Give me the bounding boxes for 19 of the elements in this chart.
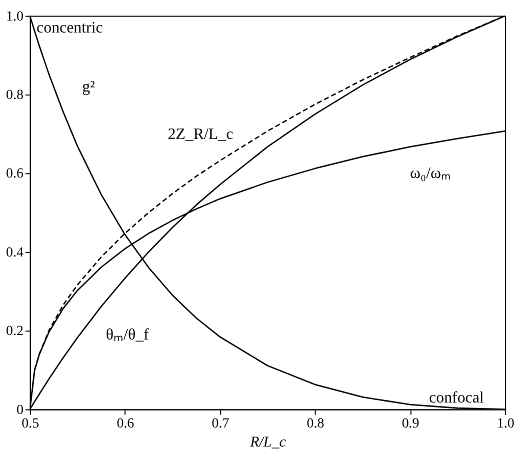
y-tick-label: 0.8 [6, 88, 24, 103]
annotation: g² [82, 78, 96, 96]
y-tick-label: 1.0 [6, 9, 24, 24]
x-tick-label: 0.9 [402, 416, 420, 432]
x-tick-label: 1.0 [496, 416, 514, 432]
x-tick-label: 0.6 [116, 416, 134, 432]
x-tick-label: 0.5 [22, 416, 40, 432]
annotation: 2Z_R/L_c [168, 126, 234, 143]
y-tick-label: 0 [16, 402, 24, 418]
x-axis-title: R/L_c [249, 434, 286, 451]
x-tick-label: 0.7 [212, 416, 230, 432]
y-tick-label: 0.4 [6, 245, 24, 260]
annotation: ω₀/ωₘ [410, 165, 451, 182]
annotation: concentric [36, 20, 103, 37]
x-tick-label: 0.8 [306, 416, 324, 432]
annotation: θₘ/θ_f [106, 326, 150, 344]
annotation: confocal [429, 389, 484, 406]
y-tick-label: 0.2 [6, 324, 24, 340]
y-tick-label: 0.6 [6, 166, 24, 182]
